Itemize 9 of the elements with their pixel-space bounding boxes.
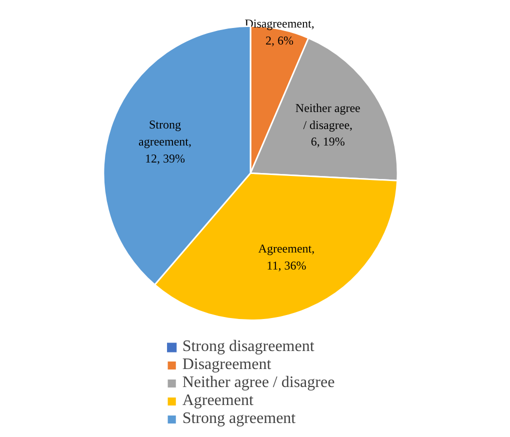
legend-label: Strong disagreement xyxy=(182,338,314,356)
legend-label: Strong agreement xyxy=(182,410,296,428)
data-label: Agreement, 11, 36% xyxy=(258,242,315,272)
legend-label: Agreement xyxy=(182,392,254,410)
data-label: Strong agreement, 12, 39% xyxy=(138,118,192,166)
legend-label: Disagreement xyxy=(182,356,272,374)
legend-label: Neither agree / disagree xyxy=(182,374,335,392)
data-label: Neither agree / disagree, 6, 19% xyxy=(295,101,360,149)
data-label: Disagreement, 2, 6% xyxy=(244,16,314,48)
